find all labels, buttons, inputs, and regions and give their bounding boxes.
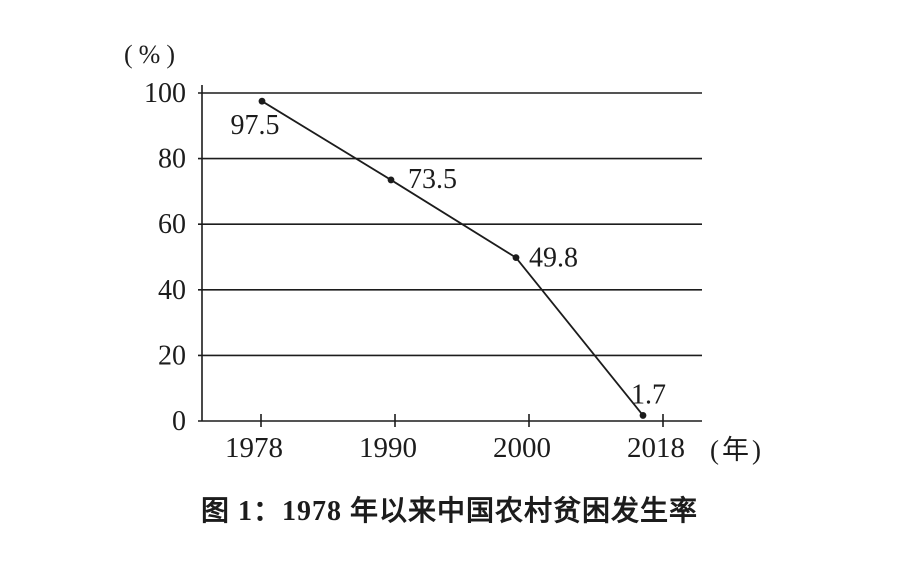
y-axis-unit-label: (%)	[124, 40, 181, 69]
data-point	[258, 97, 266, 105]
x-tick-label: 1978	[225, 432, 283, 464]
data-point	[387, 176, 395, 184]
y-tick-label: 60	[158, 209, 186, 240]
figure-caption: 图 1：1978 年以来中国农村贫困发生率	[200, 496, 698, 527]
data-point	[512, 254, 520, 262]
data-point-label: 97.5	[231, 110, 280, 141]
data-point	[639, 412, 647, 419]
y-tick-label: 40	[158, 275, 186, 306]
y-tick-label: 0	[172, 406, 186, 437]
data-point-label: 1.7	[631, 379, 666, 410]
trend-line	[261, 100, 644, 416]
x-axis-unit-label: (年)	[710, 435, 764, 465]
x-tick-label: 2018	[627, 432, 685, 464]
y-tick-label: 80	[158, 144, 186, 175]
data-point-label: 73.5	[408, 164, 457, 195]
x-tick-label: 2000	[493, 432, 551, 464]
y-tick-label: 100	[144, 78, 186, 109]
x-tick-label: 1990	[359, 432, 417, 464]
y-tick-label: 20	[158, 340, 186, 371]
data-point-label: 49.8	[529, 243, 578, 274]
